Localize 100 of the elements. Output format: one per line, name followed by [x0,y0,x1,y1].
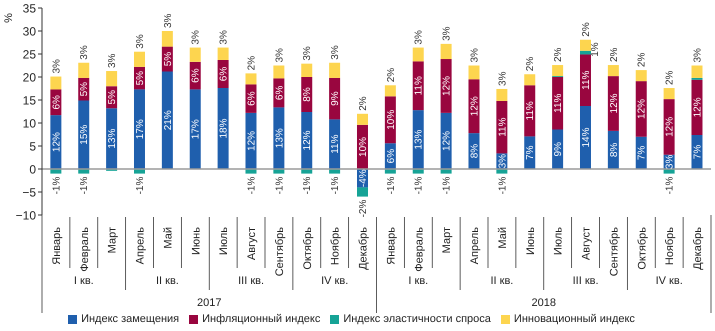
bar [440,44,452,60]
data-label: 13% [414,129,425,150]
data-label: -1% [497,176,508,194]
data-label: 10% [358,136,369,157]
x-tick-label: Май [496,227,509,249]
data-label: 3% [414,30,425,45]
data-label: 12% [469,96,480,116]
bar [78,62,90,78]
data-label: 11% [497,117,508,137]
data-label: -1% [386,176,397,194]
data-label: 11% [580,70,592,90]
data-label: 17% [134,119,146,140]
data-label: 2% [386,68,397,82]
data-label: 6% [386,148,397,164]
data-label: 2% [358,96,369,111]
data-label: 6% [274,86,286,100]
data-label: -2% [358,200,369,218]
data-label: -1% [664,176,676,194]
bar [580,106,591,169]
text: III кв. [572,275,599,287]
data-label: 3% [190,30,202,45]
bar [134,52,145,67]
data-label: 14% [580,127,592,148]
x-tick-label: Июнь [190,226,202,255]
data-label: 13% [107,128,118,149]
x-tick-label: Февраль [78,226,91,272]
text: 2017 [197,297,222,309]
data-label: 3% [469,48,480,62]
bar [580,40,591,51]
bar [580,50,591,54]
data-label: 11% [553,93,564,113]
data-label: 7% [525,145,536,160]
y-tick-label: 35 [22,1,36,16]
bar [524,74,536,86]
y-tick-label: 0 [29,162,36,176]
data-label: 12% [692,97,704,118]
data-label: 8% [469,144,480,158]
data-label: 9% [330,91,342,106]
bar [496,88,508,101]
x-tick-label: Декабрь [358,226,370,270]
data-label: 12% [442,76,453,96]
data-label: -1% [51,176,62,194]
legend-label: Индекс эластичности спроса [343,313,491,325]
bar [468,66,480,80]
bar [218,48,229,60]
data-label: 3% [497,71,508,86]
data-label: 17% [190,119,202,140]
y-tick-label: 10 [22,116,36,130]
data-label: 3% [51,58,62,74]
bar [552,65,564,76]
bar [162,31,173,47]
data-label: 7% [636,146,648,160]
y-tick-label: 15 [22,93,36,108]
y-axis-title: % [3,12,15,23]
bar [356,187,368,197]
bar [190,48,201,62]
y-tick-label: −5 [22,185,36,200]
legend-label: Инновационный индекс [514,313,635,325]
data-label: 12% [664,116,676,137]
data-label: 7% [692,144,704,160]
x-tick-label: Январь [385,226,398,265]
x-tick-label: Май [162,227,174,249]
bar [329,62,340,78]
x-tick-label: Июль [218,226,230,256]
data-label: 6% [190,68,202,83]
bar [412,48,424,62]
x-tick-label: Март [106,227,119,254]
data-label: 3% [330,45,342,60]
data-label: 21% [162,110,174,130]
data-label: 8% [302,87,314,102]
x-tick-label: Сентябрь [274,226,286,276]
text: IV кв. [321,275,348,287]
bar [273,66,284,78]
data-label: -4% [358,169,369,188]
x-tick-label: Октябрь [636,226,648,270]
data-label: 3% [664,154,676,170]
data-label: 11% [414,76,425,96]
x-tick-label: Ноябрь [664,226,676,266]
data-label: 13% [274,128,286,148]
data-label: 2% [580,22,592,37]
data-label: 11% [525,101,536,120]
y-tick-label: 30 [22,24,36,38]
text: III кв. [238,275,264,287]
data-label: 6% [246,91,258,106]
data-label: -1% [274,176,286,194]
data-label: -1% [134,176,146,194]
data-label: 12% [442,130,453,151]
x-tick-label: Ноябрь [330,226,342,266]
data-label: -1% [246,176,258,194]
data-label: 12% [246,130,258,151]
bar [384,85,396,96]
x-tick-label: Январь [50,226,63,265]
bar [162,71,173,169]
bar [245,73,256,84]
data-label: 1% [590,42,601,57]
data-label: 5% [79,82,90,96]
x-tick-label: Апрель [134,226,147,264]
data-label: 12% [636,98,648,119]
data-label: -1% [330,176,342,194]
data-label: 2% [664,70,676,86]
